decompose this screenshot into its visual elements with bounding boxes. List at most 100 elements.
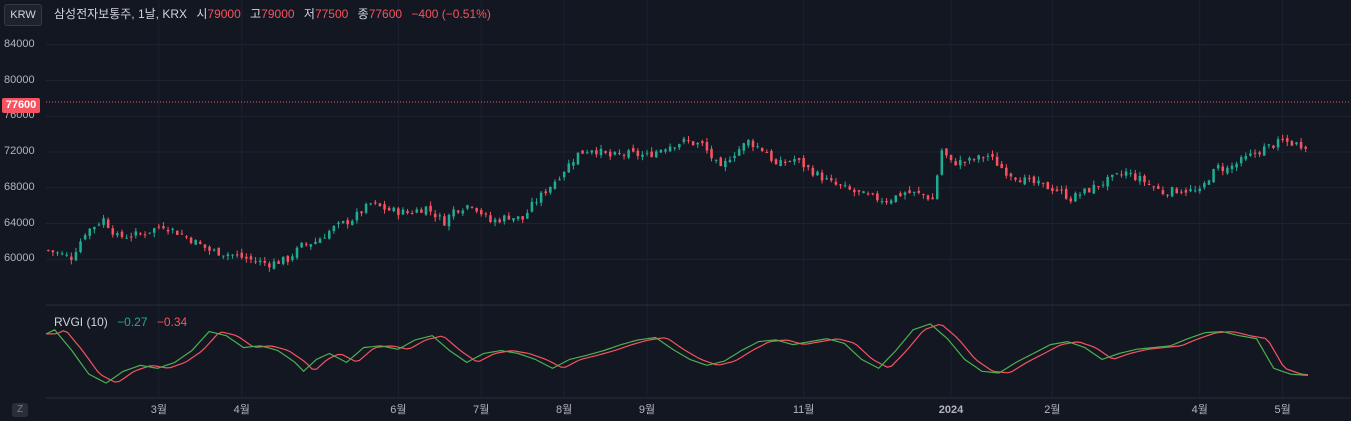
candle-body	[484, 213, 488, 215]
time-axis[interactable]: 3월 4월 6월 7월 8월 9월 11월 2024 2월 4월 5월	[151, 403, 1291, 416]
candle-body	[157, 226, 161, 228]
candle-body	[894, 195, 898, 203]
candle-body	[793, 159, 796, 162]
candle-body	[493, 219, 497, 223]
candle-body	[645, 152, 649, 154]
candle-body	[1064, 188, 1068, 199]
indicator-legend[interactable]: RVGI (10) −0.27 −0.34	[54, 315, 187, 329]
candle-body	[866, 193, 870, 195]
symbol-title[interactable]: 삼성전자보통주, 1날, KRX	[54, 7, 188, 21]
candle-body	[742, 143, 746, 151]
price-axis[interactable]: KRW 84000 80000 76000 72000 68000 64000 60000 …	[0, 0, 46, 421]
candle-body	[226, 254, 230, 257]
candle-body	[263, 260, 267, 263]
rvgi-value: −0.27	[117, 315, 148, 329]
candle-body	[1120, 174, 1123, 176]
candle-body	[272, 261, 276, 269]
candle-body	[479, 210, 483, 215]
candle-body	[374, 202, 377, 204]
candle-body	[940, 150, 944, 175]
candle-body	[1138, 176, 1142, 182]
candle-body	[461, 210, 465, 214]
candle-body	[1041, 182, 1045, 184]
candle-body	[231, 254, 234, 256]
candle-body	[783, 161, 787, 163]
candle-body	[963, 161, 967, 163]
candle-body	[655, 151, 658, 158]
candle-body	[995, 156, 999, 166]
candle-body	[1193, 190, 1197, 192]
candle-body	[134, 231, 138, 236]
candle-body	[475, 207, 478, 212]
candle-body	[558, 179, 561, 181]
candle-body	[622, 154, 626, 156]
indicator-name[interactable]: RVGI (10)	[54, 315, 108, 329]
candle-body	[1244, 155, 1248, 160]
candle-body	[355, 211, 359, 221]
candle-body	[876, 193, 879, 201]
chart-grid	[46, 0, 1351, 398]
candle-body	[1198, 188, 1202, 192]
candle-body	[535, 202, 538, 204]
candle-body	[364, 203, 368, 213]
candle-body	[714, 159, 718, 161]
candle-body	[991, 154, 994, 157]
candle-body	[1037, 180, 1040, 184]
zoom-button[interactable]: Z	[12, 403, 28, 417]
candle-body	[341, 221, 345, 224]
candle-body	[737, 149, 741, 156]
candle-body	[521, 216, 524, 220]
candle-body	[222, 255, 225, 257]
candle-body	[438, 215, 442, 217]
candle-body	[682, 138, 686, 143]
candle-body	[1110, 174, 1114, 178]
candle-body	[862, 191, 865, 194]
price-tick-label: 68000	[4, 180, 35, 193]
candle-body	[420, 209, 423, 213]
candle-body	[1000, 163, 1003, 168]
candlestick-series	[47, 134, 1307, 272]
candle-body	[774, 159, 778, 165]
candle-body	[664, 149, 667, 152]
open-value: 79000	[207, 7, 241, 21]
candle-body	[899, 193, 902, 197]
candle-body	[281, 256, 285, 264]
price-tick-label: 72000	[4, 145, 35, 158]
candle-body	[1184, 190, 1188, 193]
candle-body	[839, 184, 842, 186]
currency-badge[interactable]: KRW	[4, 4, 42, 26]
candle-body	[935, 175, 939, 200]
candle-body	[687, 140, 690, 142]
candle-body	[618, 152, 621, 154]
candle-body	[1097, 186, 1100, 188]
change-value: −400 (−0.51%)	[411, 7, 491, 21]
candle-body	[613, 152, 617, 155]
candle-body	[604, 151, 607, 153]
candle-body	[332, 226, 336, 232]
candle-body	[1175, 188, 1179, 194]
candle-body	[286, 255, 290, 262]
candle-body	[779, 160, 782, 167]
candle-body	[760, 147, 764, 152]
candle-body	[1046, 182, 1050, 190]
candle-body	[843, 185, 847, 187]
candle-body	[544, 191, 548, 194]
candle-body	[47, 250, 50, 252]
candle-body	[705, 142, 709, 151]
candle-body	[733, 155, 736, 159]
candle-body	[199, 241, 202, 244]
candle-body	[410, 212, 414, 214]
symbol-legend[interactable]: 삼성전자보통주, 1날, KRX 시79000 고79000 저77500 종7…	[54, 5, 491, 22]
candle-body	[254, 261, 257, 263]
candle-body	[1299, 141, 1303, 149]
candle-body	[304, 243, 308, 245]
candle-body	[954, 161, 957, 166]
candle-body	[728, 159, 732, 163]
candle-body	[641, 154, 644, 157]
candle-body	[797, 158, 801, 160]
candle-body	[1189, 189, 1192, 192]
candle-body	[415, 209, 419, 213]
candle-body	[443, 216, 446, 226]
